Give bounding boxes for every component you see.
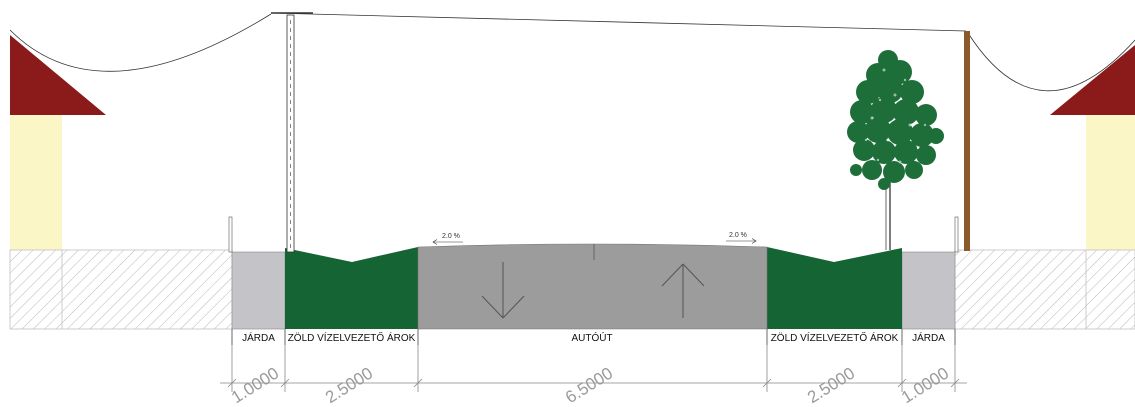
slope-arrow-right (726, 238, 757, 244)
dimension-line (220, 345, 967, 392)
label-road: AUTÓÚT (571, 331, 612, 344)
green-ditch-left (285, 247, 418, 329)
right-house-wall (1086, 115, 1135, 250)
arrow-down-icon (481, 262, 525, 319)
kerb-post-left (228, 216, 233, 253)
slope-label-left: 2.0 % (442, 233, 460, 240)
label-ditch-left: ZÖLD VÍZELVEZETŐ ÁROK (288, 330, 416, 344)
label-ditch-right: ZÖLD VÍZELVEZETŐ ÁROK (771, 330, 899, 344)
dimension-sidewalk-right: 1.0000 (898, 364, 952, 407)
tree-icon (847, 50, 944, 250)
label-sidewalk-left: JÁRDA (242, 331, 275, 344)
utility-pole-icon (271, 12, 313, 253)
label-sidewalk-right: JÁRDA (912, 331, 945, 344)
sidewalk-left (231, 251, 286, 330)
section-labels: JÁRDA ZÖLD VÍZELVEZETŐ ÁROK AUTÓÚT ZÖLD … (231, 329, 956, 345)
dimension-road: 6.5000 (562, 364, 616, 407)
ground-left-hatched (9, 249, 233, 330)
green-ditch-right (767, 247, 902, 329)
left-house-wall (10, 115, 62, 250)
road-surface (417, 243, 768, 330)
kerb-post-right (954, 216, 959, 253)
right-house-icon (1050, 45, 1135, 250)
wooden-pole (964, 31, 970, 251)
dimension-ditch-right: 2.5000 (804, 364, 858, 407)
right-house-roof (1050, 45, 1135, 115)
arrow-up-icon (661, 263, 705, 318)
right-overhead-wire (967, 32, 1135, 92)
dimension-ditch-left: 2.5000 (322, 364, 376, 407)
sidewalk-right (901, 251, 956, 330)
slope-arrow-left (432, 239, 463, 245)
left-house-roof (10, 35, 106, 115)
left-overhead-wire (9, 13, 272, 72)
left-house-icon (10, 35, 106, 250)
slope-label-right: 2.0 % (729, 232, 747, 239)
dimension-sidewalk-left: 1.0000 (228, 364, 282, 407)
ground-right-hatched (954, 249, 1135, 330)
top-overhead-wire (270, 12, 967, 32)
